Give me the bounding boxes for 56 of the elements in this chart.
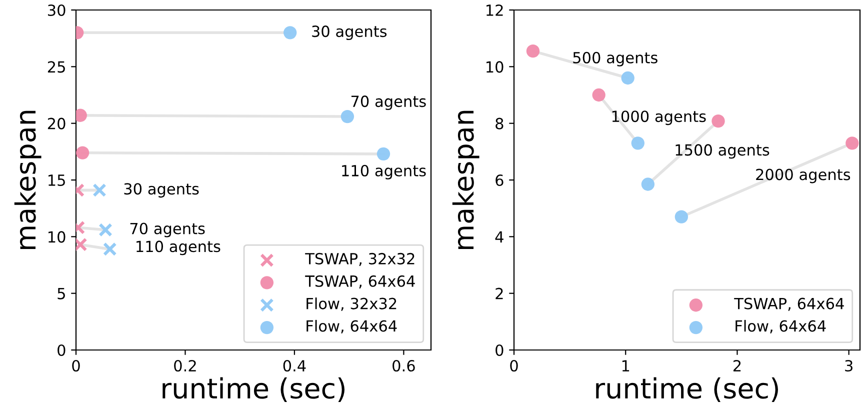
point xyxy=(284,26,297,40)
y-tick-label: 6 xyxy=(496,174,504,186)
y-tick-label: 30 xyxy=(48,4,66,16)
point xyxy=(340,110,354,124)
annotation: 1000 agents xyxy=(612,110,706,126)
x-axis-title: runtime (sec) xyxy=(162,377,344,402)
y-tick-label: 0 xyxy=(58,344,66,356)
y-tick-label: 4 xyxy=(495,231,504,242)
y-tick-label: 12 xyxy=(486,4,503,16)
annotation: 2000 agents xyxy=(756,168,850,184)
annotation: 70 agents xyxy=(130,222,205,238)
point xyxy=(674,210,688,224)
y-tick-label: 25 xyxy=(48,61,65,73)
point xyxy=(592,88,606,102)
point xyxy=(712,114,725,128)
y-tick-label: 8 xyxy=(496,118,504,130)
point xyxy=(621,71,634,85)
x-tick-label: 0 xyxy=(510,360,518,372)
x-tick-label: 0.2 xyxy=(174,360,196,372)
point xyxy=(641,178,655,191)
y-tick-label: 10 xyxy=(486,61,504,73)
annotation: 70 agents xyxy=(351,96,426,110)
y-tick-label: 0 xyxy=(496,344,504,356)
legend-label: TSWAP, 32x32 xyxy=(305,252,414,266)
x-tick-label: 3 xyxy=(845,360,852,372)
y-axis-title: makespan xyxy=(452,110,480,249)
annotation: 500 agents xyxy=(573,52,658,66)
annotation: 30 agents xyxy=(312,26,387,40)
x-tick-label: 1 xyxy=(622,360,630,372)
point xyxy=(98,222,112,237)
y-axis-title: makespan xyxy=(14,110,42,249)
point xyxy=(526,44,540,58)
annotation: 110 agents xyxy=(136,240,220,256)
legend-label: Flow, 64x64 xyxy=(306,320,397,334)
y-tick-label: 10 xyxy=(48,231,66,243)
point xyxy=(92,183,106,198)
y-tick-label: 5 xyxy=(58,288,65,300)
x-tick-label: 0 xyxy=(72,360,80,372)
legend-label: Flow, 32x32 xyxy=(306,298,396,311)
x-tick-label: 0.6 xyxy=(392,360,415,372)
y-tick-label: 2 xyxy=(496,288,503,300)
annotation: 30 agents xyxy=(124,183,199,198)
legend-label: TSWAP, 64x64 xyxy=(734,298,844,311)
y-tick-label: 20 xyxy=(48,118,66,130)
point xyxy=(846,136,859,150)
x-tick-label: 2 xyxy=(733,360,741,372)
legend-label: Flow, 64x64 xyxy=(736,320,826,334)
x-axis-title: runtime (sec) xyxy=(596,377,778,402)
annotation: 1500 agents xyxy=(676,144,770,159)
annotation: 110 agents xyxy=(342,164,426,180)
point xyxy=(102,242,117,256)
point xyxy=(376,147,390,161)
legend-label: TSWAP, 64x64 xyxy=(305,275,415,288)
x-tick-label: 0.4 xyxy=(283,360,306,372)
y-tick-label: 15 xyxy=(48,174,65,186)
point xyxy=(631,136,644,150)
